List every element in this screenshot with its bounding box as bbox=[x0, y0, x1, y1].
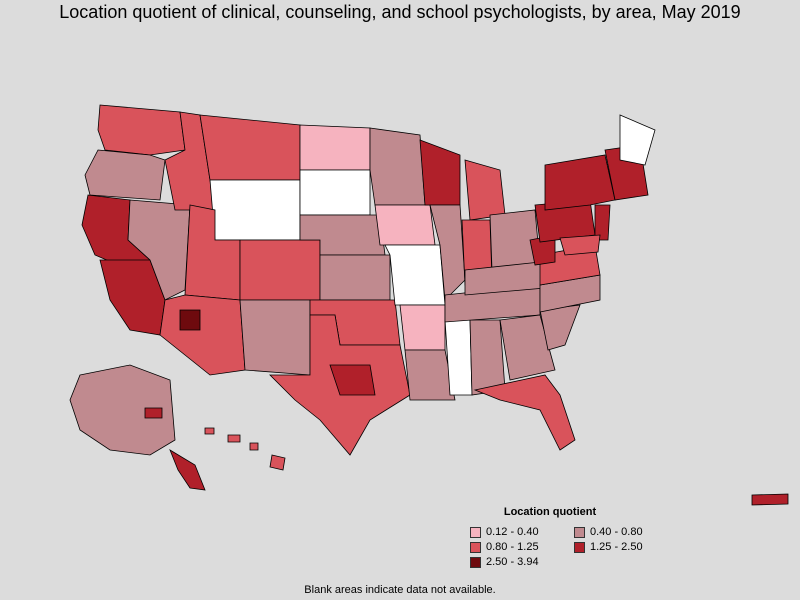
region-nd bbox=[299, 124, 371, 171]
region-hi-islands bbox=[204, 427, 259, 451]
legend-item-1: 0.12 - 0.40 bbox=[470, 526, 570, 538]
region-ga bbox=[499, 314, 556, 381]
region-az bbox=[159, 294, 246, 376]
region-mi bbox=[464, 159, 506, 221]
legend: Location quotient 0.12 - 0.40 0.40 - 0.8… bbox=[470, 506, 700, 568]
region-mn bbox=[369, 127, 426, 206]
legend-label-3: 0.80 - 1.25 bbox=[486, 541, 539, 553]
region-az-metro bbox=[179, 309, 201, 331]
region-nm bbox=[239, 299, 311, 376]
legend-label-5: 2.50 - 3.94 bbox=[486, 556, 539, 568]
legend-item-2: 0.40 - 0.80 bbox=[574, 526, 684, 538]
region-ak-metro bbox=[144, 407, 163, 419]
region-sd bbox=[299, 169, 371, 216]
puerto-rico bbox=[751, 493, 789, 506]
region-ia bbox=[374, 204, 436, 246]
region-il bbox=[429, 204, 466, 301]
alaska bbox=[69, 364, 206, 491]
region-ms bbox=[444, 319, 473, 396]
legend-swatch-4 bbox=[574, 541, 585, 553]
legend-swatch-3 bbox=[470, 541, 481, 553]
region-nj bbox=[594, 204, 611, 241]
legend-grid: 0.12 - 0.40 0.40 - 0.80 0.80 - 1.25 1.25… bbox=[470, 526, 700, 568]
region-hi-big-island bbox=[269, 454, 286, 471]
region-pr bbox=[751, 493, 789, 506]
region-tx-metro bbox=[329, 364, 376, 396]
legend-label-4: 1.25 - 2.50 bbox=[590, 541, 643, 553]
legend-label-2: 0.40 - 0.80 bbox=[590, 526, 643, 538]
legend-title: Location quotient bbox=[503, 506, 597, 518]
hawaii bbox=[204, 427, 286, 471]
legend-item-3: 0.80 - 1.25 bbox=[470, 541, 570, 553]
region-co bbox=[239, 239, 321, 301]
region-ks bbox=[319, 254, 391, 301]
region-la bbox=[404, 349, 456, 401]
map-title: Location quotient of clinical, counselin… bbox=[59, 2, 741, 22]
region-mt bbox=[199, 114, 301, 181]
legend-label-1: 0.12 - 0.40 bbox=[486, 526, 539, 538]
region-or bbox=[84, 149, 166, 201]
legend-swatch-5 bbox=[470, 556, 481, 568]
region-wi bbox=[419, 139, 461, 206]
region-wa bbox=[97, 104, 186, 156]
region-mo bbox=[384, 244, 446, 306]
legend-item-4: 1.25 - 2.50 bbox=[574, 541, 684, 553]
region-ak-panhandle bbox=[169, 449, 206, 491]
region-ar bbox=[399, 304, 446, 351]
legend-swatch-1 bbox=[470, 526, 481, 538]
legend-swatch-2 bbox=[574, 526, 585, 538]
region-ak bbox=[69, 364, 176, 456]
region-fl bbox=[473, 374, 576, 451]
region-ny bbox=[544, 154, 616, 211]
contiguous-us bbox=[81, 104, 656, 456]
region-me bbox=[619, 114, 656, 166]
legend-item-5: 2.50 - 3.94 bbox=[470, 556, 570, 568]
region-al bbox=[469, 319, 506, 396]
footnote: Blank areas indicate data not available. bbox=[304, 584, 496, 596]
region-md bbox=[559, 234, 601, 256]
region-wy bbox=[209, 179, 301, 241]
